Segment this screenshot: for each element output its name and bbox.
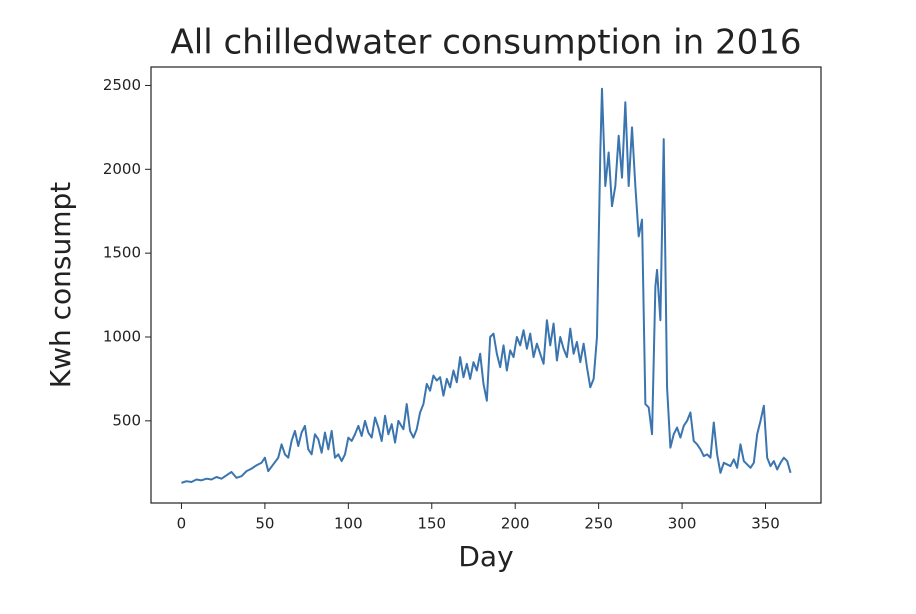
y-tick-label: 1500	[103, 244, 141, 262]
y-axis-label: Kwh consumpt	[44, 182, 77, 389]
x-tick-label: 200	[501, 515, 530, 533]
y-tick-label: 500	[112, 411, 141, 429]
y-tick-label: 1000	[103, 327, 141, 345]
plot-frame	[150, 66, 822, 504]
x-tick-label: 250	[584, 515, 613, 533]
x-tick-label: 0	[177, 515, 187, 533]
x-axis-label: Day	[458, 540, 513, 573]
x-tick-label: 300	[668, 515, 697, 533]
x-tick-label: 50	[255, 515, 274, 533]
data-line	[181, 87, 792, 484]
x-tick-label: 150	[417, 515, 446, 533]
y-tick-label: 2500	[103, 76, 141, 94]
chart-title: All chilledwater consumption in 2016	[171, 23, 802, 63]
x-tick-label: 100	[334, 515, 363, 533]
x-tick-label: 350	[751, 515, 780, 533]
y-tick-label: 2000	[103, 160, 141, 178]
